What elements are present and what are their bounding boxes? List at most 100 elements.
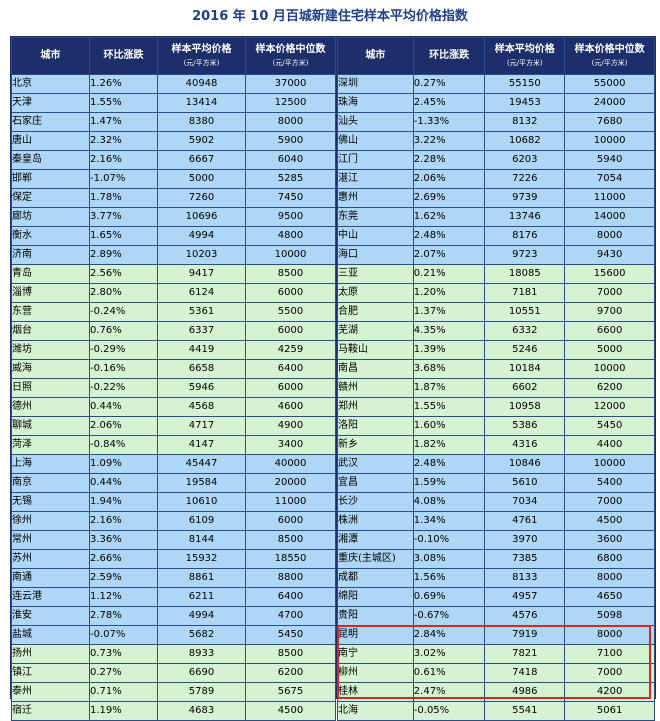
cell-median-price: 7000 (564, 492, 655, 512)
header-city: 城市 (11, 37, 90, 75)
cell-avg-price: 10551 (484, 302, 566, 322)
table-row: 佛山 3.22% 10682 10000 (337, 131, 655, 151)
cell-change: 2.06% (89, 416, 158, 436)
table-row: 泰州 0.71% 5789 5675 (11, 682, 336, 702)
cell-avg-price: 19584 (157, 473, 246, 493)
cell-avg-price: 4419 (157, 340, 246, 360)
cell-change: 0.27% (412, 74, 486, 94)
cell-change: 2.69% (412, 188, 486, 208)
cell-city: 江门 (337, 150, 414, 170)
cell-change: 1.82% (412, 435, 486, 455)
cell-avg-price: 4957 (484, 587, 566, 607)
table-row: 济南 2.89% 10203 10000 (11, 245, 336, 265)
cell-city: 烟台 (11, 321, 90, 341)
cell-city: 株洲 (337, 511, 414, 531)
table-row: 东莞 1.62% 13746 14000 (337, 207, 655, 227)
cell-change: 2.16% (89, 150, 158, 170)
cell-avg-price: 5000 (157, 169, 246, 189)
cell-median-price: 37000 (245, 74, 336, 94)
cell-city: 新乡 (337, 435, 414, 455)
cell-city: 北京 (11, 74, 90, 94)
cell-median-price: 4800 (245, 226, 336, 246)
cell-city: 常州 (11, 530, 90, 550)
cell-median-price: 7100 (564, 644, 655, 664)
table-row: 贵阳 -0.67% 4576 5098 (337, 606, 655, 626)
cell-city: 珠海 (337, 93, 414, 113)
cell-change: 3.22% (412, 131, 486, 151)
cell-median-price: 5940 (564, 150, 655, 170)
table-row: 聊城 2.06% 4717 4900 (11, 416, 336, 436)
header-median-unit: (元/平方米) (272, 58, 309, 67)
cell-avg-price: 5361 (157, 302, 246, 322)
cell-avg-price: 8133 (484, 568, 566, 588)
cell-change: 2.07% (412, 245, 486, 265)
cell-avg-price: 7260 (157, 188, 246, 208)
cell-change: 1.19% (89, 701, 158, 721)
cell-change: 0.69% (412, 587, 486, 607)
table-row: 上海 1.09% 45447 40000 (11, 454, 336, 474)
cell-avg-price: 5541 (484, 701, 566, 721)
cell-median-price: 5450 (245, 625, 336, 645)
header-median-unit: (元/平方米) (591, 58, 628, 67)
cell-change: 0.76% (89, 321, 158, 341)
cell-change: 1.60% (412, 416, 486, 436)
cell-city: 三亚 (337, 264, 414, 284)
cell-city: 中山 (337, 226, 414, 246)
cell-median-price: 9700 (564, 302, 655, 322)
cell-change: -1.07% (89, 169, 158, 189)
table-row: 东营 -0.24% 5361 5500 (11, 302, 336, 322)
cell-avg-price: 7226 (484, 169, 566, 189)
cell-change: 1.78% (89, 188, 158, 208)
cell-avg-price: 13414 (157, 93, 246, 113)
header-city: 城市 (337, 37, 414, 75)
cell-avg-price: 5246 (484, 340, 566, 360)
cell-median-price: 6400 (245, 587, 336, 607)
cell-median-price: 3600 (564, 530, 655, 550)
table-row: 马鞍山 1.39% 5246 5000 (337, 340, 655, 360)
table-row: 深圳 0.27% 55150 55000 (337, 74, 655, 94)
cell-city: 泰州 (11, 682, 90, 702)
cell-avg-price: 8176 (484, 226, 566, 246)
cell-avg-price: 45447 (157, 454, 246, 474)
cell-change: 0.27% (89, 663, 158, 683)
cell-city: 芜湖 (337, 321, 414, 341)
table-row: 镇江 0.27% 6690 6200 (11, 663, 336, 683)
table-row: 北海 -0.05% 5541 5061 (337, 701, 655, 721)
cell-change: 1.20% (412, 283, 486, 303)
cell-city: 上海 (11, 454, 90, 474)
cell-avg-price: 4994 (157, 606, 246, 626)
cell-avg-price: 7034 (484, 492, 566, 512)
cell-avg-price: 9723 (484, 245, 566, 265)
table-row: 南京 0.44% 19584 20000 (11, 473, 336, 493)
cell-median-price: 7054 (564, 169, 655, 189)
cell-median-price: 6000 (245, 378, 336, 398)
cell-change: 3.08% (412, 549, 486, 569)
cell-change: 2.80% (89, 283, 158, 303)
cell-city: 重庆(主城区) (337, 549, 414, 569)
cell-avg-price: 5789 (157, 682, 246, 702)
cell-median-price: 10000 (564, 131, 655, 151)
cell-median-price: 40000 (245, 454, 336, 474)
cell-median-price: 3400 (245, 435, 336, 455)
cell-avg-price: 4683 (157, 701, 246, 721)
cell-median-price: 9430 (564, 245, 655, 265)
table-row: 秦皇岛 2.16% 6667 6040 (11, 150, 336, 170)
cell-avg-price: 9739 (484, 188, 566, 208)
cell-city: 石家庄 (11, 112, 90, 132)
cell-city: 宜昌 (337, 473, 414, 493)
cell-city: 东莞 (337, 207, 414, 227)
table-row: 宜昌 1.59% 5610 5400 (337, 473, 655, 493)
table-row: 中山 2.48% 8176 8000 (337, 226, 655, 246)
header-median-price: 样本价格中位数 (元/平方米) (564, 37, 655, 75)
cell-city: 成都 (337, 568, 414, 588)
cell-city: 青岛 (11, 264, 90, 284)
table-row: 常州 3.36% 8144 8500 (11, 530, 336, 550)
table-row: 洛阳 1.60% 5386 5450 (337, 416, 655, 436)
cell-median-price: 6200 (564, 378, 655, 398)
table-row: 无锡 1.94% 10610 11000 (11, 492, 336, 512)
table-row: 郑州 1.55% 10958 12000 (337, 397, 655, 417)
cell-change: -0.67% (412, 606, 486, 626)
header-avg-unit: (元/平方米) (183, 58, 220, 67)
table-row: 邯郸 -1.07% 5000 5285 (11, 169, 336, 189)
header-median-label: 样本价格中位数 (255, 43, 326, 55)
